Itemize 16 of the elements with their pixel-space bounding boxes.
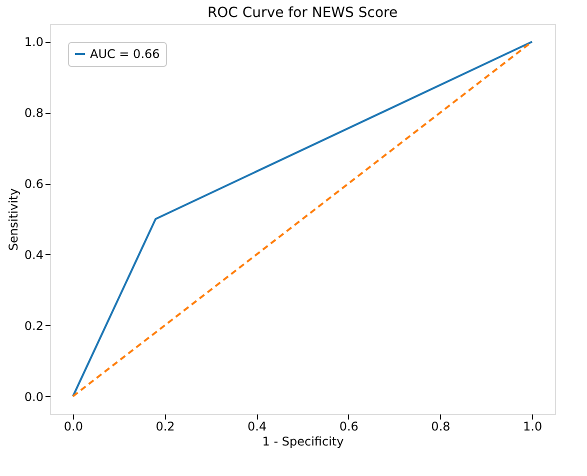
x-tick-label: 0.0 (64, 420, 83, 434)
chart-title: ROC Curve for NEWS Score (207, 5, 398, 21)
y-tick-label: 0.8 (24, 106, 44, 120)
y-tick-label: 1.0 (24, 35, 44, 50)
y-tick-label: 0.2 (24, 318, 44, 333)
x-tick-label: 0.8 (431, 420, 450, 434)
x-tick-label: 1.0 (523, 420, 542, 434)
x-tick-label: 0.6 (339, 420, 358, 434)
x-tick-label: 0.4 (248, 420, 267, 434)
y-tick-label: 0.0 (24, 390, 44, 404)
y-axis-title: Sensitivity (6, 188, 20, 251)
y-tick-label: 0.4 (24, 248, 44, 262)
x-axis-title: 1 - Specificity (262, 434, 344, 448)
legend-label: AUC = 0.66 (90, 47, 160, 61)
y-tick-label: 0.6 (24, 177, 44, 192)
x-tick-label: 0.2 (156, 420, 175, 434)
